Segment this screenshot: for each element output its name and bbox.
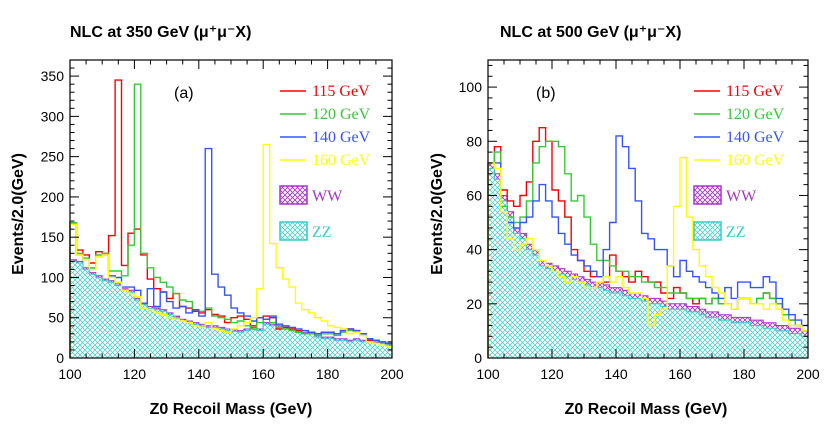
panel-a-legend-swatch-ww xyxy=(279,185,308,205)
panel-b-ytick-label: 60 xyxy=(466,187,482,203)
panel-b-legend-label-115-gev: 115 GeV xyxy=(726,83,784,100)
panel-a-xtick-label: 160 xyxy=(252,366,276,382)
panel-b-legend-swatch-zz xyxy=(693,221,722,241)
panel-b-legend: 115 GeV 120 GeV 140 GeV 160 GeV WW ZZ xyxy=(693,83,785,241)
panel-a-xtick-label: 200 xyxy=(380,366,404,382)
panel-b-legend-label-120-gev: 120 GeV xyxy=(726,106,785,123)
panel-a-ytick-label: 200 xyxy=(41,189,65,205)
panel-a-tag: (a) xyxy=(174,85,194,102)
panel-b-xtick-label: 140 xyxy=(604,366,628,382)
panel-a-series-120-gev-line xyxy=(69,83,392,358)
panel-b-legend-label-160-gev: 160 GeV xyxy=(726,152,785,169)
panel-a-xlabel: Z0 Recoil Mass (GeV) xyxy=(150,401,313,418)
panel-b-tag: (b) xyxy=(536,85,556,102)
panel-a-ytick-label: 350 xyxy=(41,68,65,84)
panel-b-ytick-label: 80 xyxy=(466,133,482,149)
panel-a-legend-label-zz: ZZ xyxy=(312,224,332,241)
panel-a-ytick-label: 0 xyxy=(56,350,64,366)
panel-a-xtick-label: 180 xyxy=(316,366,340,382)
panel-a-legend-label-160-gev: 160 GeV xyxy=(312,152,371,169)
panel-a-series-160-gev-line xyxy=(69,143,392,358)
panel-a: NLC at 350 GeV (μ⁺μ⁻X) Events/2.0(GeV) Z… xyxy=(10,24,404,418)
panel-b-legend-label-140-gev: 140 GeV xyxy=(726,129,785,146)
panel-a-legend-swatch-zz xyxy=(279,221,308,241)
panel-a-ytick-label: 300 xyxy=(41,108,65,124)
panel-b-xtick-label: 100 xyxy=(476,366,500,382)
panel-a-series-zz-area xyxy=(69,260,393,359)
panel-a-legend-label-120-gev: 120 GeV xyxy=(312,106,371,123)
panel-a-series-140-gev-line xyxy=(69,147,392,358)
panel-b-series-zz-area xyxy=(487,167,809,359)
panel-a-ylabel: Events/2.0(GeV) xyxy=(10,153,27,275)
panel-b: NLC at 500 GeV (μ⁺μ⁻X) Events/2.0(GeV) Z… xyxy=(429,24,820,418)
panel-a-xtick-label: 120 xyxy=(123,366,147,382)
panel-a-xtick-label: 140 xyxy=(187,366,211,382)
panel-b-ytick-label: 0 xyxy=(474,350,482,366)
panel-a-xtick-label: 100 xyxy=(58,366,82,382)
panel-b-xtick-label: 180 xyxy=(732,366,756,382)
panel-a-legend-label-140-gev: 140 GeV xyxy=(312,129,371,146)
panel-b-title: NLC at 500 GeV (μ⁺μ⁻X) xyxy=(500,24,681,41)
panel-b-ytick-label: 20 xyxy=(466,296,482,312)
panel-b-xtick-label: 200 xyxy=(796,366,820,382)
panel-b-legend-label-ww: WW xyxy=(726,188,757,205)
panel-a-title: NLC at 350 GeV (μ⁺μ⁻X) xyxy=(70,24,251,41)
panel-a-ytick-label: 150 xyxy=(41,229,65,245)
panel-a-legend: 115 GeV 120 GeV 140 GeV 160 GeV WW ZZ xyxy=(279,83,371,241)
panel-a-ytick-label: 250 xyxy=(41,149,65,165)
panel-b-ytick-label: 100 xyxy=(459,79,483,95)
panel-b-ylabel: Events/2.0(GeV) xyxy=(429,153,446,275)
panel-a-legend-label-ww: WW xyxy=(312,188,343,205)
panel-a-ytick-label: 50 xyxy=(48,310,64,326)
panel-b-legend-swatch-ww xyxy=(693,185,722,205)
panel-a-ytick-label: 100 xyxy=(41,269,65,285)
panel-b-legend-label-zz: ZZ xyxy=(726,224,746,241)
panel-a-legend-label-115-gev: 115 GeV xyxy=(312,83,370,100)
panel-b-xlabel: Z0 Recoil Mass (GeV) xyxy=(565,401,728,418)
panel-b-series-160-gev-line xyxy=(487,156,808,358)
panel-b-ytick-label: 40 xyxy=(466,242,482,258)
panel-b-xtick-label: 120 xyxy=(540,366,564,382)
panel-b-xtick-label: 160 xyxy=(668,366,692,382)
panel-b-plot: 100 120 140 160 180 200 0 20 40 60 80 100 115 GeV 120… xyxy=(459,59,820,382)
panel-a-plot: 100 120 140 160 180 200 0 50 100 150 200 250 300 350 1… xyxy=(41,59,404,382)
panel-b-series-140-gev-line xyxy=(487,135,808,358)
panel-b-series-120-gev-line xyxy=(487,140,808,358)
